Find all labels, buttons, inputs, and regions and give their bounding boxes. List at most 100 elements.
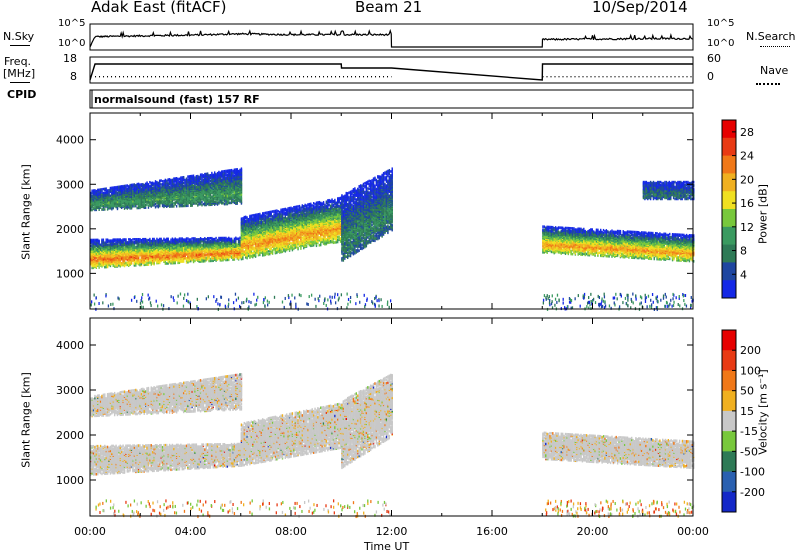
heatmap-cell	[180, 243, 182, 246]
heatmap-cell	[95, 241, 98, 245]
heatmap-cell	[310, 207, 312, 211]
heatmap-cell	[133, 240, 136, 244]
heatmap-cell	[278, 245, 281, 248]
heatmap-cell	[192, 240, 195, 243]
heatmap-cell	[334, 198, 336, 202]
heatmap-cell	[260, 214, 262, 218]
heatmap-cell	[303, 242, 305, 246]
heatmap-cell	[181, 244, 183, 247]
freq-tick-hi: 18	[63, 52, 77, 65]
heatmap-cell	[182, 246, 185, 249]
heatmap-cell	[206, 247, 209, 251]
heatmap-cell	[304, 235, 306, 239]
heatmap-cell	[287, 239, 289, 243]
heatmap-cell	[276, 240, 278, 244]
heatmap-cell	[144, 263, 147, 267]
heatmap-cell	[288, 230, 291, 234]
heatmap-cell	[123, 242, 126, 245]
heatmap-cell	[118, 264, 120, 267]
heatmap-cell	[228, 240, 230, 244]
freq-series-line	[89, 63, 693, 81]
heatmap-cell	[284, 211, 287, 215]
heatmap-cell	[274, 247, 277, 251]
heatmap-cell	[308, 222, 311, 225]
heatmap-cell	[329, 239, 332, 243]
heatmap-cell	[136, 250, 138, 254]
heatmap-cell	[243, 246, 245, 250]
heatmap-cell	[315, 239, 318, 243]
heatmap-cell	[126, 261, 129, 265]
heatmap-cell	[219, 249, 222, 252]
heatmap-cell	[261, 250, 264, 253]
heatmap-cell	[312, 218, 315, 222]
heatmap-cell	[281, 208, 284, 211]
heatmap-cell	[213, 243, 216, 247]
heatmap-cell	[308, 213, 311, 217]
heatmap-cell	[206, 257, 209, 261]
heatmap-cell	[154, 241, 157, 245]
heatmap-cell	[286, 217, 288, 220]
heatmap-cell	[194, 256, 196, 260]
heatmap-cell	[269, 249, 271, 253]
heatmap-cell	[108, 259, 110, 263]
heatmap-cell	[291, 230, 294, 234]
heatmap-cell	[123, 260, 126, 264]
heatmap-cell	[106, 243, 109, 246]
heatmap-cell	[153, 259, 155, 262]
heatmap-cell	[312, 211, 315, 215]
heatmap-cell	[209, 236, 212, 240]
heatmap-cell	[277, 210, 279, 213]
heatmap-cell	[294, 219, 296, 223]
heatmap-cell	[143, 237, 145, 241]
heatmap-cell	[261, 217, 264, 220]
heatmap-cell	[318, 243, 321, 247]
heatmap-cell	[304, 212, 306, 216]
heatmap-cell	[125, 261, 127, 265]
heatmap-cell	[250, 220, 253, 224]
heatmap-cell	[98, 188, 100, 192]
heatmap-cell	[156, 242, 158, 246]
heatmap-cell	[276, 234, 278, 238]
heatmap-cell	[246, 216, 248, 219]
heatmap-cell	[301, 239, 304, 242]
heatmap-cell	[211, 239, 213, 243]
heatmap-cell	[97, 238, 99, 242]
heatmap-cell	[167, 262, 169, 265]
heatmap-cell	[102, 244, 105, 247]
heatmap-cell	[317, 201, 319, 204]
heatmap-cell	[325, 237, 328, 241]
heatmap-cell	[137, 254, 140, 258]
heatmap-cell	[128, 243, 130, 246]
heatmap-cell	[339, 201, 342, 205]
heatmap-cell	[197, 259, 199, 262]
heatmap-cell	[257, 248, 260, 252]
heatmap-cell	[287, 244, 289, 248]
heatmap-cell	[267, 250, 270, 253]
heatmap-cell	[116, 242, 119, 245]
heatmap-cell	[192, 253, 195, 257]
heatmap-cell	[154, 239, 157, 243]
nsearch-label: N.Search	[746, 30, 796, 43]
heatmap-cell	[156, 239, 158, 243]
heatmap-cell	[250, 250, 253, 253]
heatmap-cell	[188, 250, 191, 253]
heatmap-cell	[206, 243, 209, 247]
heatmap-cell	[298, 232, 301, 236]
heatmap-cell	[132, 240, 134, 244]
heatmap-cell	[137, 240, 140, 243]
heatmap-cell	[159, 256, 161, 260]
heatmap-cell	[91, 266, 93, 270]
heatmap-cell	[101, 246, 103, 249]
nsky-tick-hi-right: 10^5	[707, 18, 734, 29]
heatmap-cell	[208, 259, 210, 263]
heatmap-cell	[311, 237, 313, 241]
heatmap-cell	[135, 260, 137, 263]
heatmap-cell	[267, 242, 270, 245]
heatmap-cell	[95, 259, 98, 263]
heatmap-cell	[308, 243, 311, 247]
heatmap-cell	[163, 252, 165, 256]
date-title: 10/Sep/2014	[592, 0, 688, 16]
heatmap-cell	[308, 238, 311, 242]
heatmap-cell	[98, 239, 100, 243]
heatmap-cell	[221, 236, 223, 240]
